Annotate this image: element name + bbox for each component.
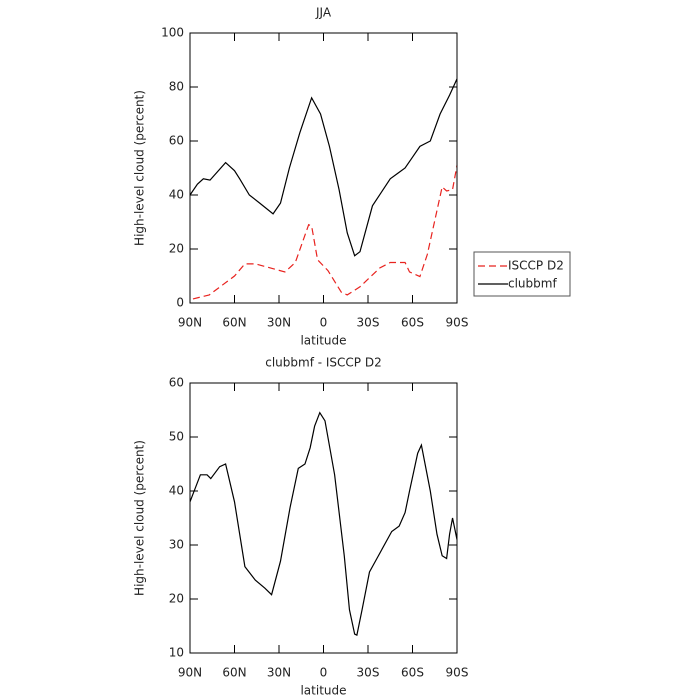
x-tick-label: 0 (320, 666, 328, 680)
x-tick-label: 90S (446, 316, 469, 330)
x-tick-label: 30S (357, 316, 380, 330)
data-line (192, 165, 458, 300)
y-tick-label: 30 (169, 538, 184, 552)
x-tick-label: 30S (357, 666, 380, 680)
y-tick-label: 60 (169, 376, 184, 390)
y-axis-label: High-level cloud (percent) (133, 90, 147, 246)
data-line (189, 78, 458, 257)
y-tick-label: 50 (169, 430, 184, 444)
y-tick-label: 10 (169, 646, 184, 660)
x-tick-label: 30N (267, 666, 291, 680)
x-tick-label: 90S (446, 666, 469, 680)
legend-box (473, 251, 571, 297)
x-tick-label: 30N (267, 316, 291, 330)
x-tick-label: 60N (222, 316, 246, 330)
legend-label: clubbmf (508, 277, 557, 291)
x-tick-label: 60S (401, 316, 424, 330)
x-tick-label: 0 (320, 316, 328, 330)
y-tick-label: 40 (169, 188, 184, 202)
y-tick-label: 40 (169, 484, 184, 498)
x-tick-label: 90N (178, 666, 202, 680)
chart-title: clubbmf - ISCCP D2 (265, 356, 381, 370)
x-axis-label: latitude (300, 334, 346, 348)
y-tick-label: 60 (169, 134, 184, 148)
y-tick-label: 100 (161, 26, 184, 40)
plot-frame (189, 382, 458, 654)
legend-label: ISCCP D2 (508, 259, 564, 273)
plot-frame (189, 32, 458, 304)
y-tick-label: 0 (176, 296, 184, 310)
y-tick-label: 80 (169, 80, 184, 94)
data-line (189, 411, 458, 637)
x-tick-label: 60S (401, 666, 424, 680)
y-tick-label: 20 (169, 242, 184, 256)
x-tick-label: 90N (178, 316, 202, 330)
x-axis-label: latitude (300, 684, 346, 698)
y-tick-label: 20 (169, 592, 184, 606)
x-tick-label: 60N (222, 666, 246, 680)
chart-title: JJA (315, 6, 332, 20)
y-axis-label: High-level cloud (percent) (133, 440, 147, 596)
